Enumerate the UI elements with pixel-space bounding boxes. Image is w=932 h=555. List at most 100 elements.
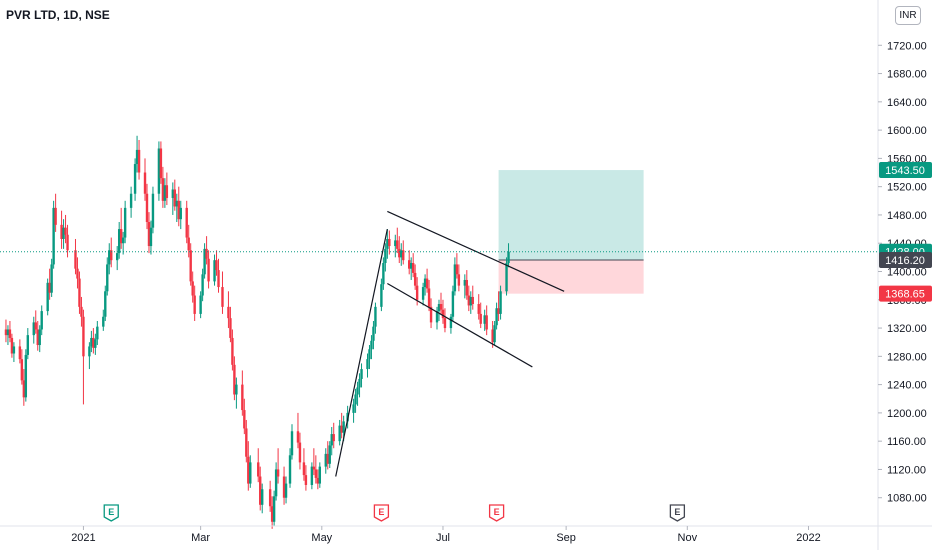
candle-body (360, 369, 363, 379)
price-label: 1543.50 (879, 162, 932, 179)
candle-body (32, 322, 35, 336)
earnings-marker-label: E (378, 507, 384, 517)
candle (441, 299, 445, 324)
candle (427, 279, 431, 312)
time-axis[interactable]: 2021 Mar May Jul Sep Nov 2022 (0, 525, 932, 544)
time-tick-label: Sep (556, 532, 576, 544)
candle-body (38, 329, 41, 346)
candle (88, 342, 91, 370)
candle-body (163, 185, 167, 201)
trendline (335, 228, 388, 477)
candle-body (143, 172, 147, 194)
candle (50, 258, 53, 297)
candle (413, 264, 417, 290)
candle (165, 172, 169, 206)
candle (233, 356, 236, 401)
candles (4, 135, 510, 529)
candle (149, 220, 153, 255)
candle (257, 448, 260, 483)
earnings-marker[interactable]: E (488, 504, 505, 522)
candle (80, 296, 83, 327)
candle (94, 333, 97, 355)
candle (4, 319, 8, 343)
candle-body (106, 264, 109, 292)
candle (64, 214, 67, 244)
candle (437, 299, 441, 321)
candle-body (193, 295, 196, 314)
candle (338, 419, 341, 446)
candle-body (145, 193, 149, 223)
candle (451, 285, 455, 321)
candle-body (229, 318, 232, 338)
candle-body (491, 329, 494, 343)
candle (10, 333, 14, 358)
price-label-bg (879, 285, 932, 302)
candle-body (366, 359, 369, 370)
candle (298, 432, 302, 470)
candle (6, 325, 10, 346)
candle-body (398, 248, 401, 258)
long-position-tool[interactable] (498, 170, 644, 294)
price-axis[interactable]: 1720.001680.001640.001600.001560.001520.… (877, 0, 927, 550)
candle-body (129, 193, 133, 208)
candle-body (356, 387, 359, 395)
candle (302, 448, 306, 481)
candle (479, 302, 482, 329)
candle (129, 186, 133, 218)
candle-body (427, 288, 431, 307)
candle (411, 253, 415, 278)
candle (249, 455, 252, 488)
candle-body (302, 462, 306, 476)
candle-body (76, 268, 79, 279)
candle-body (173, 189, 177, 207)
candle (270, 496, 274, 529)
candle-body (477, 304, 480, 314)
candle-body (316, 477, 320, 484)
candle-body (6, 329, 10, 336)
candle-body (241, 384, 244, 411)
candle-body (507, 251, 510, 264)
candle-body (90, 337, 93, 347)
candle-body (467, 295, 470, 306)
candle-body (78, 278, 81, 307)
candle (318, 462, 322, 488)
candle-body (189, 250, 192, 282)
candle-body (123, 207, 127, 238)
candle (205, 236, 208, 265)
candle-body (88, 346, 91, 357)
candle (135, 135, 139, 173)
candle-body (421, 287, 425, 300)
candle-body (324, 453, 327, 467)
candle (159, 141, 163, 184)
price-tick-label: 1160.00 (887, 436, 926, 448)
candle-body (233, 364, 236, 395)
price-label: 1416.20 (879, 252, 932, 269)
candle-body (469, 296, 472, 306)
candle-body (342, 421, 345, 433)
candle (471, 285, 474, 310)
candle-body (368, 349, 371, 360)
earnings-marker[interactable]: E (373, 504, 390, 522)
trendlines[interactable] (335, 210, 565, 477)
earnings-marker[interactable]: E (103, 504, 119, 522)
candle (46, 278, 49, 316)
candle-body (175, 200, 178, 207)
candle-body (290, 431, 294, 456)
candle (467, 285, 470, 312)
candle-body (12, 346, 16, 354)
candle-body (247, 456, 250, 484)
candle (175, 193, 178, 223)
time-tick-label: Nov (678, 532, 698, 544)
price-tick-label: 1120.00 (887, 464, 926, 476)
candle-body (408, 260, 411, 269)
candle-body (465, 279, 469, 296)
currency-badge[interactable]: INR (895, 6, 921, 25)
earnings-marker[interactable]: E (669, 504, 686, 522)
candle-body (429, 306, 433, 323)
candle-body (423, 278, 427, 288)
candle (356, 381, 359, 406)
price-tick-label: 1240.00 (887, 380, 927, 392)
